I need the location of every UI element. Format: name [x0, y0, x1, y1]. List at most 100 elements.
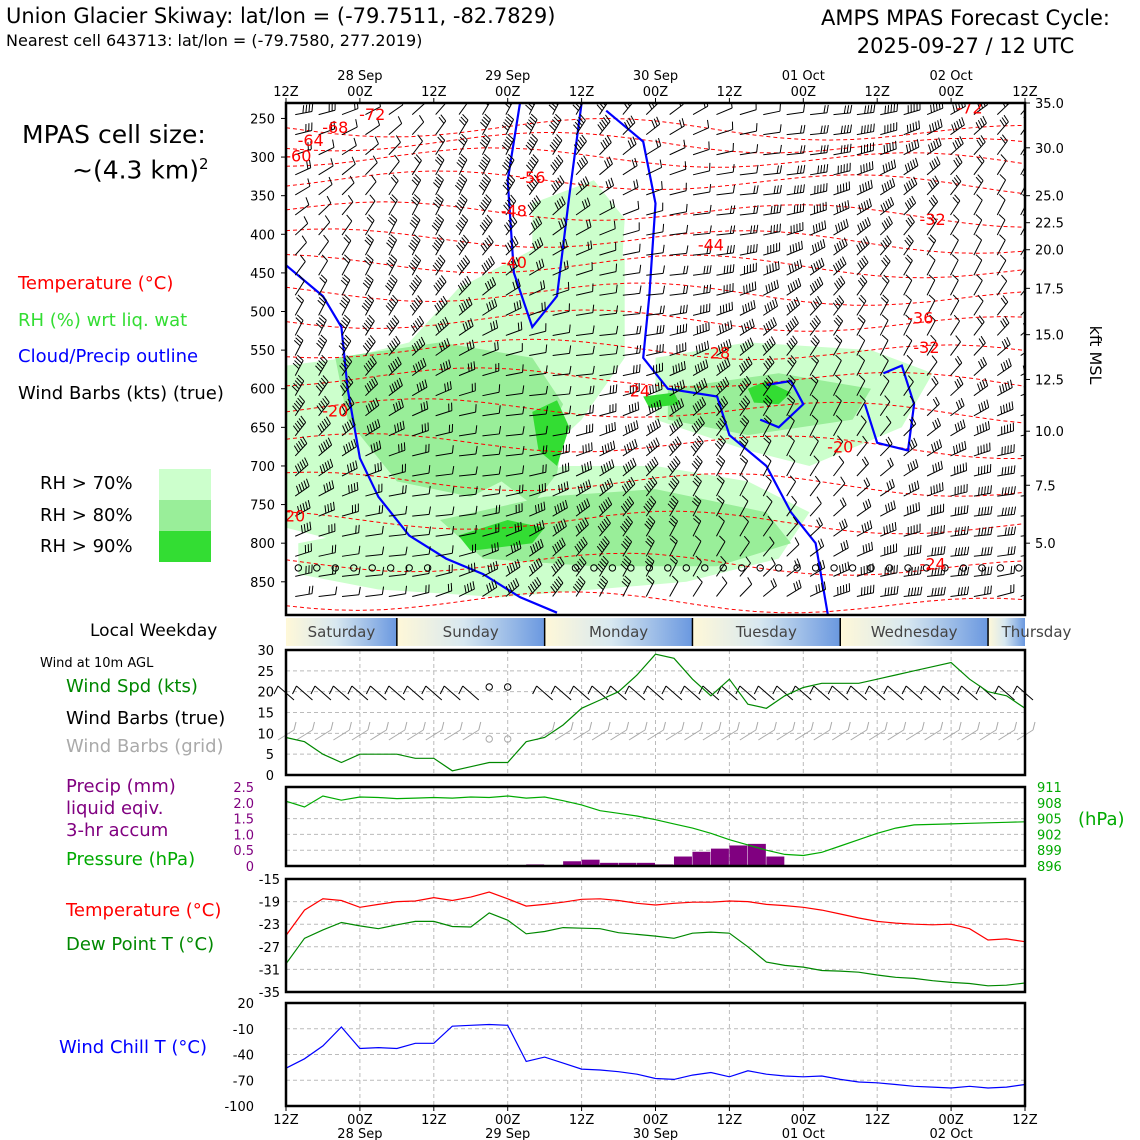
- wind-barb-grid: [607, 721, 611, 731]
- wind-barb: [880, 500, 896, 517]
- wind-barb: [809, 517, 823, 537]
- wind-barb: [786, 240, 803, 256]
- wind-barb: [762, 317, 777, 336]
- wind-barb: [318, 501, 335, 517]
- wind-barb: [1020, 432, 1025, 437]
- wind-barb: [786, 475, 797, 497]
- wind-panel-title: Wind at 10m AGL: [40, 656, 154, 671]
- wind-barb: [410, 315, 425, 336]
- wind-barb: [903, 139, 920, 156]
- wind-barb: [786, 184, 805, 196]
- precip-ytick-label: 0.5: [233, 844, 254, 859]
- calm-wind-circle: [386, 564, 395, 572]
- wind-barb: [856, 104, 876, 116]
- wind-barb: [667, 455, 681, 477]
- wind-barb: [505, 445, 525, 457]
- wind-barb: [692, 322, 710, 336]
- wind-barb: [575, 385, 595, 397]
- wind-barb: [482, 103, 491, 115]
- pressure-tick-label: 850: [250, 576, 275, 591]
- wind-barb: [950, 214, 960, 236]
- wind-barb: [950, 117, 965, 136]
- wind-barb-true: [957, 685, 963, 695]
- wind-barb: [365, 117, 381, 136]
- wind-barb-grid: [591, 729, 609, 741]
- wind-barb: [996, 114, 1009, 135]
- wind-barb: [597, 516, 611, 537]
- wind-barb: [599, 421, 616, 437]
- wind-barb: [903, 274, 913, 296]
- kft-tick-label: 22.5: [1035, 217, 1064, 232]
- wind-barb: [669, 360, 686, 377]
- wind-barb: [529, 385, 548, 397]
- wind-barb: [973, 135, 986, 156]
- wind-barb: [573, 134, 587, 156]
- wind-barb: [997, 565, 1016, 577]
- kft-tick-label: 5.0: [1035, 537, 1056, 552]
- wind-barb: [809, 257, 825, 276]
- wind-barb: [667, 495, 679, 517]
- wind-barb-true: [628, 685, 646, 701]
- wind-barb: [926, 355, 938, 376]
- wind-barb: [856, 541, 874, 557]
- wind-barb: [739, 495, 749, 517]
- wind-barb: [973, 442, 991, 457]
- wind-barb: [646, 324, 665, 336]
- wind-barb: [599, 305, 619, 316]
- wind-barb: [409, 214, 421, 236]
- wind-barb: [458, 103, 468, 115]
- wind-barb: [809, 239, 826, 256]
- wind-barb-grid: [829, 721, 833, 731]
- wind-barb: [950, 566, 970, 577]
- wind-barb: [926, 274, 936, 296]
- kft-tick-label: 12.5: [1035, 373, 1064, 388]
- wind-barb: [432, 234, 445, 256]
- wind-barb: [833, 476, 846, 497]
- wind-barb-grid: [1014, 721, 1018, 731]
- wind-barb: [692, 183, 712, 196]
- wind-barb: [412, 422, 429, 437]
- wind-barb: [973, 274, 983, 296]
- wind-barb: [599, 135, 612, 156]
- wind-barb: [505, 321, 523, 336]
- wind-barb: [669, 555, 678, 577]
- wind-barb-grid: [589, 721, 593, 731]
- wind-barb: [482, 384, 501, 397]
- wind-barb: [411, 357, 427, 377]
- wind-barb: [294, 294, 304, 316]
- pressure-tick-label: 650: [250, 421, 275, 436]
- wind-barb: [505, 278, 521, 296]
- wind-chill-panel: -100 -70 -40 -10 20: [224, 997, 1027, 1115]
- time-tick-label-top: 00Z: [347, 85, 373, 100]
- precip-bar: [637, 862, 655, 866]
- wind-barb: [669, 417, 683, 437]
- wind-barb: [318, 215, 331, 236]
- wind-barb: [646, 244, 665, 256]
- wind-barb: [458, 425, 478, 437]
- wind-barb: [644, 476, 658, 497]
- wind-barb: [996, 134, 1008, 156]
- wind-barb: [973, 194, 983, 216]
- wind-barb: [926, 137, 942, 156]
- wind-barb-true: [901, 685, 907, 695]
- calm-wind-circle: [978, 564, 986, 572]
- wind-barb: [341, 438, 357, 457]
- wind-barb: [341, 119, 358, 136]
- forecast-cycle-date: 2025-09-27 / 12 UTC: [856, 34, 1075, 58]
- wind-barb: [903, 234, 914, 256]
- wind-barb: [411, 103, 426, 115]
- wind-barb: [669, 103, 684, 115]
- wind-barb: [361, 294, 375, 316]
- temp-ytick-label: -31: [259, 963, 280, 978]
- wind-barb: [1020, 515, 1025, 517]
- cell-size-value: ~(4.3 km)2: [72, 155, 209, 184]
- wind-barb: [599, 384, 618, 397]
- wind-barb: [973, 315, 985, 336]
- time-tick-label-top: 12Z: [1012, 85, 1038, 100]
- wind-barb: [552, 499, 568, 517]
- wind-barb: [552, 443, 570, 457]
- wind-barb: [669, 245, 689, 256]
- wind-barb: [973, 214, 983, 236]
- wind-barb: [856, 123, 875, 136]
- pressure-tick-label: 350: [250, 190, 275, 205]
